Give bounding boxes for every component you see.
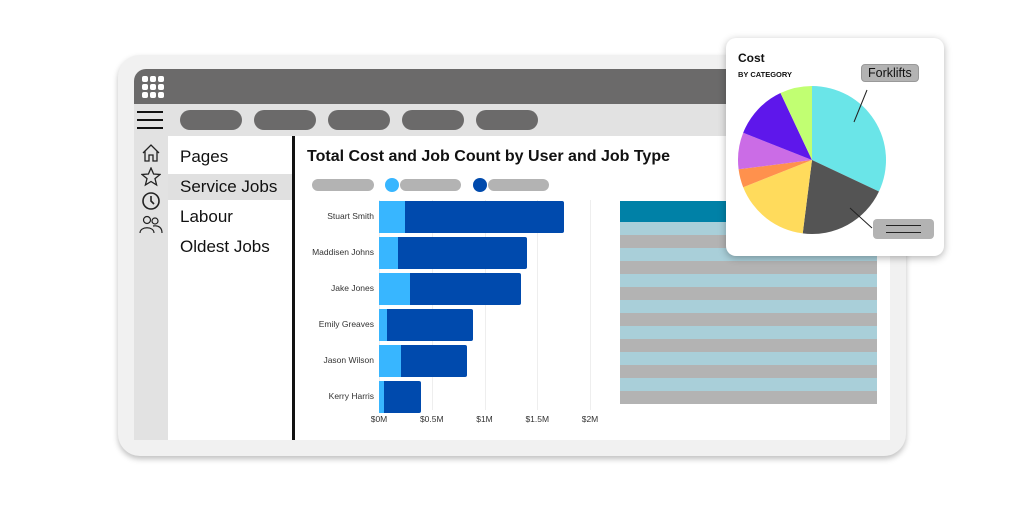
toolbar-tab-1[interactable] — [180, 110, 242, 130]
pie-callout-label: Forklifts — [861, 64, 919, 82]
table-row[interactable] — [620, 378, 877, 391]
bar-segment[interactable] — [401, 345, 467, 377]
bar-segment[interactable] — [409, 273, 522, 305]
y-category-label: Emily Greaves — [318, 319, 374, 329]
x-tick-label: $0M — [370, 414, 388, 424]
bar-segment[interactable] — [379, 237, 398, 269]
x-tick-label: $1M — [476, 414, 493, 424]
y-category-label: Maddisen Johns — [312, 247, 374, 257]
callout-leader-line — [853, 89, 868, 123]
table-row[interactable] — [620, 339, 877, 352]
toolbar-tab-4[interactable] — [402, 110, 464, 130]
y-category-label: Kerry Harris — [328, 391, 374, 401]
nav-item-service-jobs[interactable]: Service Jobs — [168, 174, 292, 200]
x-tick-label: $1.5M — [525, 414, 550, 424]
bar-segment[interactable] — [379, 345, 402, 377]
users-icon[interactable] — [139, 215, 163, 235]
gridline — [537, 200, 539, 410]
callout-leader-line — [849, 207, 873, 229]
legend-title-placeholder — [312, 179, 374, 191]
gridline — [431, 200, 433, 410]
x-tick-label: $0.5M — [419, 414, 444, 424]
panel-divider — [292, 136, 295, 440]
gridline — [379, 200, 380, 410]
table-row[interactable] — [620, 274, 877, 287]
nav-heading: Pages — [180, 147, 229, 166]
pie-slice[interactable] — [738, 160, 812, 188]
hamburger-menu-icon[interactable] — [137, 110, 163, 130]
cost-popup-card: Cost BY CATEGORY Forklifts — [726, 38, 944, 256]
legend-label-placeholder[interactable] — [488, 179, 549, 191]
bar-segment[interactable] — [387, 309, 473, 341]
table-row[interactable] — [620, 300, 877, 313]
table-row[interactable] — [620, 326, 877, 339]
legend-swatch-light — [385, 178, 399, 192]
pie-slice[interactable] — [802, 160, 879, 235]
y-category-label: Stuart Smith — [327, 211, 374, 221]
table-row[interactable] — [620, 313, 877, 326]
app-grid-icon[interactable] — [142, 76, 164, 98]
pie-chart — [738, 86, 886, 235]
legend-swatch-dark — [473, 178, 487, 192]
toolbar-tab-2[interactable] — [254, 110, 316, 130]
legend-label-placeholder[interactable] — [400, 179, 461, 191]
icon-sidebar — [134, 136, 168, 440]
pie-slice[interactable] — [738, 132, 812, 170]
clock-icon[interactable] — [141, 191, 161, 211]
gridline — [590, 200, 591, 410]
bar-segment[interactable] — [405, 201, 564, 233]
table-row[interactable] — [620, 365, 877, 378]
home-icon[interactable] — [141, 143, 161, 163]
nav-item-oldest-jobs[interactable]: Oldest Jobs — [180, 237, 270, 256]
pie-slice[interactable] — [743, 93, 812, 160]
pie-callout-placeholder — [873, 219, 934, 239]
pie-slice[interactable] — [812, 86, 886, 192]
star-icon[interactable] — [141, 167, 161, 187]
toolbar-tab-3[interactable] — [328, 110, 390, 130]
table-row[interactable] — [620, 287, 877, 300]
toolbar-tab-5[interactable] — [476, 110, 538, 130]
bar-segment[interactable] — [379, 273, 410, 305]
popup-subtitle: BY CATEGORY — [738, 70, 793, 79]
y-category-label: Jake Jones — [331, 283, 374, 293]
gridline — [484, 200, 486, 410]
y-category-label: Jason Wilson — [323, 355, 374, 365]
bar-segment[interactable] — [379, 381, 385, 413]
x-tick-label: $2M — [581, 414, 599, 424]
bar-segment[interactable] — [397, 237, 527, 269]
table-row[interactable] — [620, 391, 877, 404]
pie-slice[interactable] — [743, 160, 812, 234]
table-row[interactable] — [620, 261, 877, 274]
table-row[interactable] — [620, 352, 877, 365]
bar-segment[interactable] — [379, 201, 406, 233]
chart-title: Total Cost and Job Count by User and Job… — [307, 148, 670, 165]
nav-item-labour[interactable]: Labour — [180, 207, 233, 226]
bar-segment[interactable] — [379, 309, 388, 341]
bar-segment[interactable] — [384, 381, 422, 413]
pie-slice[interactable] — [780, 86, 812, 160]
popup-title: Cost — [738, 51, 765, 65]
